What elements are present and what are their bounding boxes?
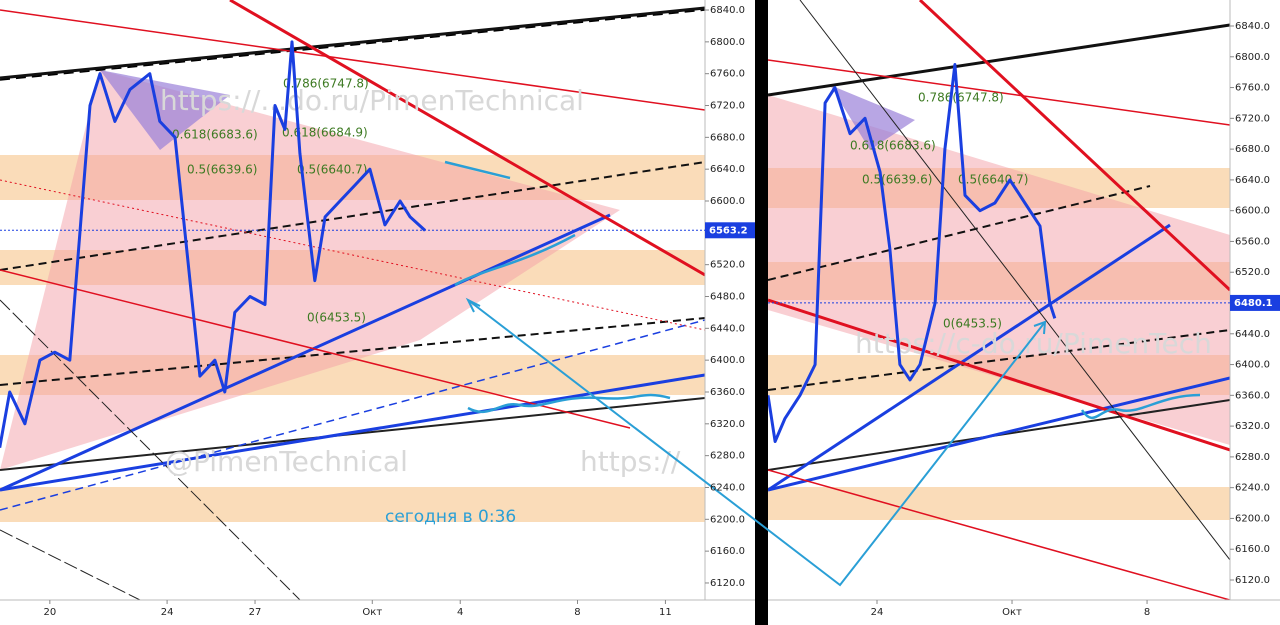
y-tick-label: 6520.0 <box>1235 267 1270 278</box>
last-price-box <box>705 222 755 239</box>
y-tick-label: 6560.0 <box>1235 236 1270 247</box>
last-price-box <box>1230 294 1280 311</box>
arrow <box>467 299 1046 587</box>
arrow-head <box>465 297 481 313</box>
watermark: https://...do.ru/PimenTechnical <box>160 84 584 117</box>
y-tick-label: 6760.0 <box>710 69 745 80</box>
fib-label: 0.786(6747.8) <box>283 77 369 91</box>
y-tick-label: 6440.0 <box>1235 329 1270 340</box>
x-tick-label: 24 <box>161 607 174 618</box>
y-tick-label: 6240.0 <box>1235 483 1270 494</box>
y-tick-label: 6680.0 <box>710 132 745 143</box>
fib-label: 0.618(6683.6) <box>172 128 258 142</box>
x-tick-label: Окт <box>1002 607 1022 618</box>
y-tick-label: 6280.0 <box>710 451 745 462</box>
right-drawings <box>768 0 1230 600</box>
y-tick-label: 6360.0 <box>710 387 745 398</box>
y-tick-label: 6440.0 <box>710 323 745 334</box>
y-tick-label: 6600.0 <box>1235 206 1270 217</box>
fib-label: 0.5(6639.6) <box>862 173 932 187</box>
watermark: https://c-do.ru/PimenTech <box>855 327 1212 360</box>
fib-label: 0.5(6640.7) <box>958 173 1028 187</box>
annotation: сегодня в 0:36 <box>385 507 516 527</box>
y-tick-label: 6840.0 <box>1235 21 1270 32</box>
y-tick-label: 6520.0 <box>710 260 745 271</box>
y-tick-label: 6680.0 <box>1235 144 1270 155</box>
y-tick-label: 6600.0 <box>710 196 745 207</box>
price-line <box>0 40 427 448</box>
watermark: https:// <box>580 445 681 478</box>
y-tick-label: 6320.0 <box>1235 421 1270 432</box>
x-tick-label: 4 <box>457 607 463 618</box>
last-price-label: 6563.2 <box>709 225 748 236</box>
fib-label: 0(6453.5) <box>307 311 366 325</box>
x-tick-label: 20 <box>43 607 56 618</box>
x-tick-label: 27 <box>249 607 262 618</box>
y-tick-label: 6640.0 <box>1235 175 1270 186</box>
plot <box>0 40 427 448</box>
y-tick-label: 6360.0 <box>1235 390 1270 401</box>
y-tick-label: 6400.0 <box>710 355 745 366</box>
last-price-label: 6480.1 <box>1234 298 1273 309</box>
y-tick-label: 6120.0 <box>710 578 745 589</box>
y-tick-label: 6400.0 <box>1235 360 1270 371</box>
x-tick-label: 11 <box>659 607 672 618</box>
divider <box>755 0 768 625</box>
y-tick-label: 6840.0 <box>710 5 745 16</box>
y-tick-label: 6800.0 <box>1235 52 1270 63</box>
y-tick-label: 6760.0 <box>1235 83 1270 94</box>
fib-label: 0.618(6683.6) <box>850 139 936 153</box>
y-tick-label: 6720.0 <box>1235 113 1270 124</box>
fib-label: 0.5(6639.6) <box>187 163 257 177</box>
fib-label: 0.618(6684.9) <box>282 126 368 140</box>
fib-label: 0.786(6747.8) <box>918 91 1004 105</box>
y-tick-label: 6280.0 <box>1235 452 1270 463</box>
arrow-head <box>1033 320 1047 335</box>
x-tick-label: 8 <box>1144 607 1150 618</box>
y-tick-label: 6240.0 <box>710 482 745 493</box>
plot <box>768 63 1057 443</box>
x-tick-label: Окт <box>362 607 382 618</box>
x-tick-label: 8 <box>574 607 580 618</box>
y-tick-label: 6480.0 <box>710 291 745 302</box>
y-tick-label: 6200.0 <box>710 514 745 525</box>
fib-label: 0(6453.5) <box>943 317 1002 331</box>
left-drawings <box>0 0 705 600</box>
y-tick-label: 6640.0 <box>710 164 745 175</box>
fib-label: 0.5(6640.7) <box>297 163 367 177</box>
price-line <box>768 63 1057 443</box>
y-tick-label: 6120.0 <box>1235 575 1270 586</box>
y-tick-label: 6160.0 <box>1235 544 1270 555</box>
y-tick-label: 6800.0 <box>710 37 745 48</box>
y-tick-label: 6200.0 <box>1235 513 1270 524</box>
x-tick-label: 24 <box>871 607 884 618</box>
y-tick-label: 6160.0 <box>710 546 745 557</box>
y-tick-label: 6320.0 <box>710 419 745 430</box>
watermark: @PimenTechnical <box>165 445 408 478</box>
y-tick-label: 6720.0 <box>710 101 745 112</box>
